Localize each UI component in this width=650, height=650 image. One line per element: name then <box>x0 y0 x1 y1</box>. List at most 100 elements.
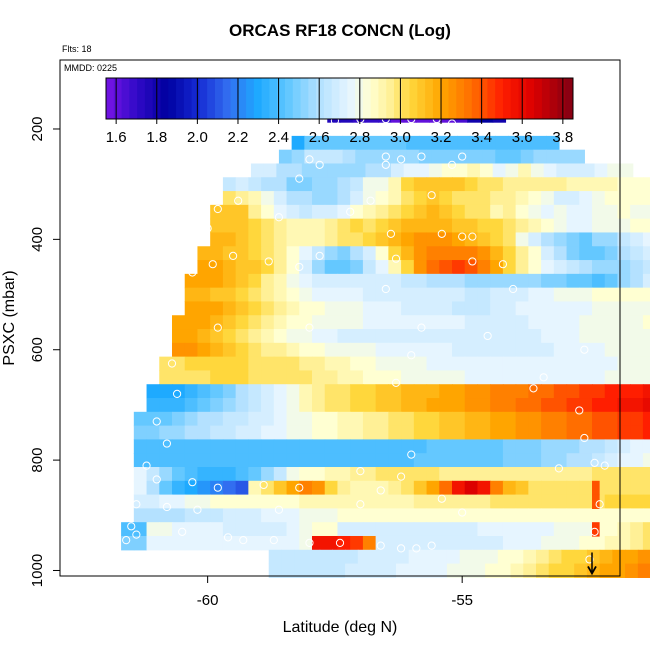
colorbar <box>105 77 574 120</box>
heatmap-cell <box>222 480 237 496</box>
heatmap-cell <box>439 508 453 523</box>
heatmap-cell <box>197 535 211 551</box>
heatmap-cell <box>592 398 606 413</box>
heatmap-cell <box>362 177 377 192</box>
heatmap-cell <box>439 301 453 316</box>
heatmap-cell <box>464 191 479 206</box>
heatmap-cell <box>299 177 313 192</box>
sample-point <box>417 323 426 332</box>
heatmap-cell <box>497 563 512 578</box>
heatmap-cell <box>459 549 473 565</box>
heatmap-cell <box>477 204 491 220</box>
sample-point <box>122 536 131 545</box>
heatmap-cell <box>413 467 428 482</box>
heatmap-cell <box>566 425 580 441</box>
heatmap-cell <box>541 287 555 303</box>
heatmap-cell <box>528 342 542 358</box>
heatmap-cell <box>553 301 568 316</box>
heatmap-cell <box>299 425 313 441</box>
heatmap-cell <box>510 549 524 565</box>
heatmap-cell <box>444 135 458 151</box>
heatmap-cell <box>541 232 555 247</box>
heatmap-cell <box>617 439 631 454</box>
heatmap-cell <box>273 329 288 344</box>
heatmap-cell <box>452 425 466 441</box>
heatmap-cell <box>642 370 650 385</box>
heatmap-cell <box>515 177 529 192</box>
heatmap-cell <box>617 232 631 247</box>
heatmap-cell <box>299 508 313 523</box>
sample-point <box>427 191 436 200</box>
heatmap-cell <box>184 370 199 385</box>
heatmap-cell <box>337 494 351 509</box>
heatmap-cell <box>592 315 606 330</box>
heatmap-cell <box>495 135 509 151</box>
heatmap-cell <box>464 315 479 330</box>
colorbar-segment <box>222 78 232 119</box>
heatmap-cell <box>452 301 466 316</box>
heatmap-cell <box>431 135 445 151</box>
heatmap-cell <box>337 453 351 468</box>
heatmap-cell <box>515 260 529 275</box>
colorbar-segment <box>440 78 449 119</box>
heatmap-cell <box>388 356 402 372</box>
heatmap-cell <box>612 549 626 565</box>
heatmap-cell <box>515 439 529 454</box>
heatmap-cell <box>406 135 420 151</box>
sample-point <box>315 251 324 261</box>
heatmap-cell <box>452 329 466 344</box>
heatmap-cell <box>396 549 410 565</box>
heatmap-cell <box>464 467 479 482</box>
heatmap-cell <box>477 232 491 247</box>
colorbar-tick-label: 2.8 <box>349 129 370 146</box>
heatmap-cell <box>337 467 351 482</box>
heatmap-cell <box>375 218 389 234</box>
heatmap-cell <box>642 315 650 330</box>
heatmap-cell <box>617 467 631 482</box>
heatmap-cell <box>299 494 313 509</box>
heatmap-cell <box>388 425 402 441</box>
heatmap-cell <box>306 563 321 578</box>
heatmap-cell <box>222 342 237 358</box>
heatmap-cell <box>426 508 440 523</box>
heatmap-cell <box>235 356 249 372</box>
y-tick-label: 400 <box>29 227 46 252</box>
heatmap-cell <box>324 467 339 482</box>
heatmap-cell <box>388 191 402 206</box>
heatmap-cell <box>362 232 377 247</box>
heatmap-cell <box>273 177 288 192</box>
heatmap-cell <box>235 204 249 220</box>
heatmap-cell <box>452 356 466 372</box>
heatmap-cell <box>261 453 275 468</box>
heatmap-cell <box>286 246 300 261</box>
sample-point <box>508 284 518 294</box>
heatmap-cell <box>413 273 428 289</box>
heatmap-cell <box>452 287 466 303</box>
heatmap-cell <box>630 411 644 427</box>
heatmap-cell <box>477 522 491 537</box>
heatmap-cell <box>541 398 555 413</box>
heatmap-cell <box>617 453 631 468</box>
heatmap-cell <box>172 329 186 344</box>
heatmap-cell <box>248 535 262 551</box>
heatmap-cell <box>630 315 644 330</box>
heatmap-cell <box>592 411 606 427</box>
heatmap-cell <box>477 287 491 303</box>
heatmap-cell <box>579 480 593 496</box>
heatmap-cell <box>401 177 415 192</box>
heatmap-cell <box>530 163 545 178</box>
heatmap-cell <box>342 135 356 151</box>
heatmap-cell <box>604 480 619 496</box>
heatmap-cell <box>592 453 606 468</box>
heatmap-cell <box>324 370 339 385</box>
heatmap-cell <box>553 425 568 441</box>
heatmap-cell <box>418 149 433 165</box>
heatmap-cell <box>317 135 331 151</box>
heatmap-cell <box>299 439 313 454</box>
heatmap-cell <box>345 549 359 565</box>
heatmap-cell <box>197 425 211 441</box>
heatmap-cell <box>159 398 173 413</box>
heatmap-cell <box>248 370 262 385</box>
sample-point <box>315 127 324 136</box>
heatmap-cell <box>566 177 580 192</box>
